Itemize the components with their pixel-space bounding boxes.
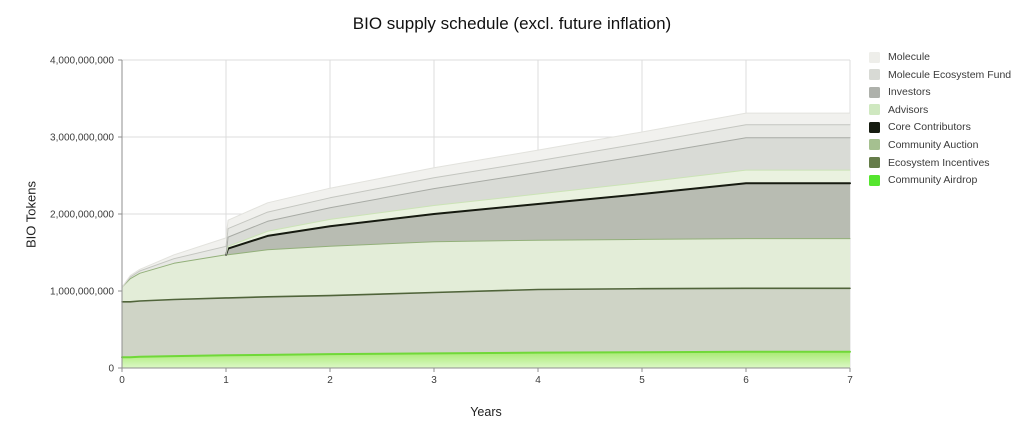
legend-item-molecule: Molecule	[869, 51, 1011, 63]
x-tick-label: 4	[535, 375, 541, 386]
area-ecosystem_incentives	[122, 288, 850, 358]
legend-item-community_auction: Community Auction	[869, 139, 1011, 151]
chart-title: BIO supply schedule (excl. future inflat…	[352, 14, 672, 33]
line-core_contributors	[225, 182, 851, 256]
x-tick-label: 1	[223, 375, 229, 386]
line-ecosystem_incentives	[121, 287, 851, 303]
legend-swatch-molecule_ecosystem_fund	[869, 69, 880, 81]
legend-label: Community Airdrop	[888, 174, 978, 187]
x-tick-label: 6	[743, 375, 749, 386]
line-community_airdrop	[121, 350, 851, 359]
line-community_auction	[121, 238, 851, 288]
y-tick-label: 1,000,000,000	[50, 287, 114, 298]
area-community_airdrop	[122, 351, 850, 368]
legend-swatch-ecosystem_incentives	[869, 157, 880, 169]
line-advisors	[225, 169, 851, 256]
area-investors	[122, 137, 850, 288]
y-tick-label: 2,000,000,000	[50, 210, 114, 221]
x-tick-label: 0	[119, 375, 125, 386]
area-community_auction	[122, 238, 850, 302]
y-tick-label: 3,000,000,000	[50, 133, 114, 144]
area-advisors	[122, 170, 850, 288]
line-investors	[225, 137, 851, 256]
legend-item-advisors: Advisors	[869, 104, 1011, 116]
legend-label: Advisors	[888, 103, 929, 116]
x-tick-label: 2	[327, 375, 333, 386]
legend-item-investors: Investors	[869, 86, 1011, 98]
legend-swatch-core_contributors	[869, 121, 880, 133]
x-tick-label: 3	[431, 375, 437, 386]
legend-swatch-molecule	[869, 51, 880, 63]
line-molecule_ecosystem_fund	[121, 124, 851, 288]
legend-item-core_contributors: Core Contributors	[869, 121, 1011, 133]
legend-swatch-community_airdrop	[869, 174, 880, 186]
legend-label: Core Contributors	[888, 121, 971, 134]
legend-label: Ecosystem Incentives	[888, 156, 990, 169]
legend-label: Community Auction	[888, 138, 979, 151]
y-tick-label: 4,000,000,000	[50, 56, 114, 67]
legend-swatch-investors	[869, 86, 880, 98]
y-tick-label: 0	[108, 364, 114, 375]
x-tick-label: 7	[847, 375, 853, 386]
line-molecule	[121, 112, 851, 288]
area-core_contributors	[122, 183, 850, 288]
chart-legend: Molecule Molecule Ecosystem Fund Investors…	[869, 51, 1011, 192]
legend-swatch-community_auction	[869, 139, 880, 151]
legend-item-ecosystem_incentives: Ecosystem Incentives	[869, 157, 1011, 169]
x-tick-label: 5	[639, 375, 645, 386]
legend-item-molecule_ecosystem_fund: Molecule Ecosystem Fund	[869, 69, 1011, 81]
legend-item-community_airdrop: Community Airdrop	[869, 174, 1011, 186]
legend-label: Molecule Ecosystem Fund	[888, 68, 1012, 81]
x-axis-label: Years	[470, 405, 502, 419]
legend-label: Investors	[888, 86, 931, 99]
legend-label: Molecule	[888, 51, 931, 63]
legend-swatch-advisors	[869, 104, 880, 116]
